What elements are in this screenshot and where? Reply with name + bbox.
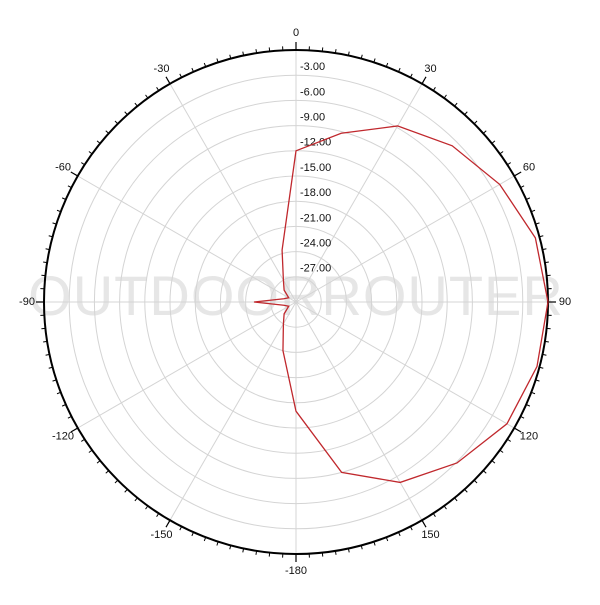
angle-label: 0 <box>293 27 299 39</box>
angle-label: 60 <box>523 161 535 173</box>
ring-label: -21.00 <box>300 212 331 224</box>
angle-label: -30 <box>154 63 170 75</box>
ring-label: -6.00 <box>300 86 325 98</box>
angle-label: -120 <box>52 430 74 442</box>
ring-label: -18.00 <box>300 187 331 199</box>
ring-label: -15.00 <box>300 162 331 174</box>
angle-label: 150 <box>421 529 439 541</box>
angle-label: 30 <box>424 63 436 75</box>
angle-label: -90 <box>19 296 35 308</box>
angle-label: 90 <box>559 296 571 308</box>
angle-label: 120 <box>520 430 538 442</box>
angle-label: -60 <box>55 161 71 173</box>
ring-label: -9.00 <box>300 112 325 124</box>
ring-label: -3.00 <box>300 61 325 73</box>
ring-label: -27.00 <box>300 263 331 275</box>
angle-label: -150 <box>150 529 172 541</box>
ring-label: -24.00 <box>300 238 331 250</box>
angle-label: -180 <box>285 565 307 577</box>
